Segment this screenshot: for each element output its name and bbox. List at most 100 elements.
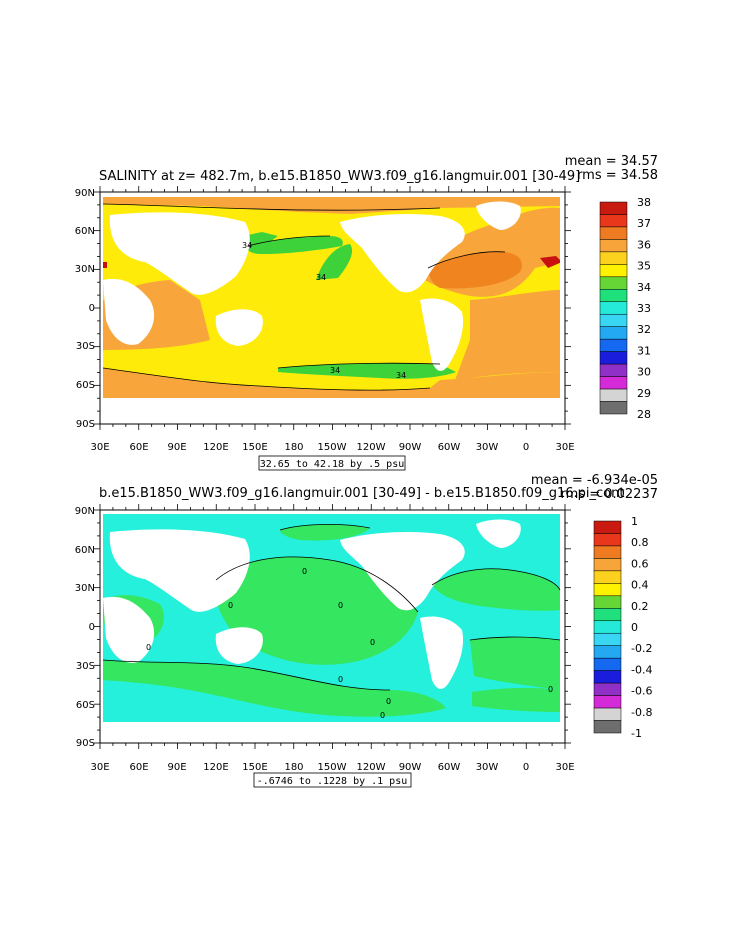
colorbar-swatch	[599, 214, 628, 228]
colorbar-swatch	[593, 533, 622, 547]
p1-lat-label: 60N	[75, 226, 95, 237]
p2-lat-label: 90S	[76, 738, 95, 749]
colorbar-swatch	[593, 657, 622, 671]
colorbar-swatch	[599, 301, 628, 315]
panel-salinity: SALINITY at z= 482.7m, b.e15.B1850_WW3.f…	[75, 154, 658, 471]
p1-lon-label: 150E	[242, 442, 267, 453]
p2-contour-label: 0	[380, 711, 385, 720]
colorbar-swatch	[593, 545, 622, 559]
p1-north-pacific-tongue	[316, 244, 353, 280]
p1-okhotsk	[243, 232, 278, 248]
p1-red-west	[103, 262, 107, 268]
p1-lat-label: 60S	[76, 380, 95, 391]
colorbar-label: 36	[637, 238, 651, 251]
p1-southern-band	[103, 368, 560, 400]
colorbar-swatch	[599, 363, 628, 377]
colorbar-swatch	[599, 289, 628, 303]
p2-contour-label: 0	[386, 697, 391, 706]
p2-lon-label: 60E	[129, 762, 148, 773]
colorbar-swatch	[593, 570, 622, 584]
colorbar-label: 0.4	[631, 579, 649, 592]
colorbar-swatch	[599, 388, 628, 402]
p1-lon-label: 30W	[476, 442, 499, 453]
colorbar-swatch	[593, 558, 622, 572]
p2-contour-label: 0	[302, 567, 307, 576]
p1-range-label: 32.65 to 42.18 by .5 psu	[260, 459, 405, 470]
colorbar-label: 1	[631, 515, 638, 528]
p1-lon-label: 60E	[129, 442, 148, 453]
p1-contour-label: 34	[242, 241, 252, 250]
panel2-mean: mean = -6.934e-05	[531, 473, 658, 488]
colorbar-label: -1	[631, 727, 642, 740]
p1-lon-label: 60W	[438, 442, 461, 453]
p1-contour-label: 34	[316, 273, 326, 282]
p2-lon-label: 120W	[357, 762, 386, 773]
p2-contour-label: 0	[228, 601, 233, 610]
p2-contour-label: 0	[548, 685, 553, 694]
p1-x-axis: 30E 60E 90E 120E 150E 180 150W 120W 90W …	[90, 442, 574, 453]
colorbar-swatch	[599, 264, 628, 278]
p2-green-atlantic-s	[470, 637, 560, 690]
p2-colorbar: 1 0.8 0.6 0.4 0.2 0 -0.2 -0.4 -0.6 -0.8 -1	[593, 515, 652, 740]
colorbar-label: 32	[637, 323, 651, 336]
colorbar-label: 38	[637, 196, 651, 209]
panel1-title: SALINITY at z= 482.7m, b.e15.B1850_WW3.f…	[99, 169, 580, 184]
p2-range-label: -.6746 to .1228 by .1 psu	[257, 776, 408, 787]
p2-lat-label: 0	[89, 622, 95, 633]
colorbar-swatch	[593, 620, 622, 634]
p1-lon-label: 30E	[90, 442, 109, 453]
p2-land	[103, 512, 565, 745]
colorbar-label: 35	[637, 260, 651, 273]
colorbar-swatch	[599, 239, 628, 253]
p1-southern-green	[278, 363, 456, 379]
panel1-map: 34 34 34 34	[99, 191, 566, 430]
p1-range-box	[258, 455, 406, 471]
p1-arctic-band	[103, 197, 560, 214]
p2-contour-label: 0	[146, 643, 151, 652]
p1-lon-label: 30E	[555, 442, 574, 453]
colorbar-swatch	[593, 695, 622, 709]
p1-north-atlantic-core	[428, 251, 522, 289]
colorbar-swatch	[599, 338, 628, 352]
colorbar-label: 33	[637, 302, 651, 315]
p1-med-red	[540, 256, 562, 268]
colorbar-swatch	[593, 520, 622, 534]
p2-lon-label: 90W	[399, 762, 422, 773]
panel1-mean: mean = 34.57	[565, 154, 658, 169]
colorbar-label: -0.2	[631, 642, 652, 655]
p2-lat-label: 30S	[76, 661, 95, 672]
colorbar-swatch	[599, 376, 628, 390]
p2-lon-label: 150E	[242, 762, 267, 773]
p2-green-pacific	[215, 556, 418, 665]
p2-green-south	[103, 660, 446, 717]
colorbar-label: -0.8	[631, 706, 652, 719]
colorbar-label: 34	[637, 281, 651, 294]
colorbar-swatch	[599, 276, 628, 290]
p2-green-southern2	[472, 687, 560, 712]
colorbar-label: 0	[631, 621, 638, 634]
colorbar-label: 0.2	[631, 600, 649, 613]
colorbar-swatch	[593, 608, 622, 622]
colorbar-swatch	[599, 313, 628, 327]
p1-north-pacific-low	[247, 236, 343, 254]
colorbar-swatch	[599, 401, 628, 415]
colorbar-swatch	[599, 201, 628, 215]
p1-lon-label: 120E	[203, 442, 228, 453]
panel1-rms: rms = 34.58	[577, 168, 658, 183]
colorbar-swatch	[593, 645, 622, 659]
p2-lat-label: 60S	[76, 700, 95, 711]
p2-lat-label: 30N	[75, 583, 95, 594]
colorbar-swatch	[593, 595, 622, 609]
p2-lon-label: 0	[523, 762, 529, 773]
p2-lon-label: 30W	[476, 762, 499, 773]
colorbar-swatch	[593, 720, 622, 734]
p2-green-atlantic-n	[432, 568, 560, 611]
colorbar-swatch	[593, 583, 622, 597]
p2-contour-label: 0	[370, 638, 375, 647]
p1-lon-label: 0	[523, 442, 529, 453]
p2-lon-label: 180	[284, 762, 303, 773]
panel2-map: 0 0 0 0 0 0 0 0 0	[99, 509, 566, 745]
p2-green-arctic	[280, 524, 370, 541]
p1-south-atlantic	[455, 290, 560, 380]
p2-lat-label: 60N	[75, 545, 95, 556]
